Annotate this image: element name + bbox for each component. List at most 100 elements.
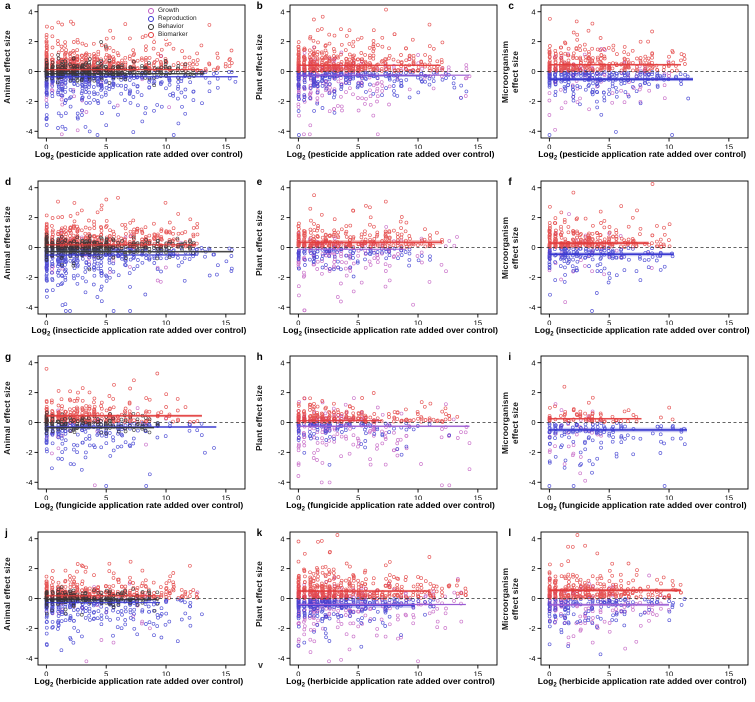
svg-text:15: 15: [222, 143, 230, 150]
svg-text:4: 4: [532, 183, 536, 192]
svg-text:-4: -4: [529, 302, 536, 311]
scatter-plot-a: -4 -2 0 2 4 0 5 10 15: [26, 4, 246, 150]
svg-text:10: 10: [162, 318, 170, 325]
panel-l: l Microorganism effect size -4 -2 0 2 4 0 5 10 1…: [500, 527, 755, 702]
svg-text:5: 5: [607, 318, 611, 325]
panel-j: j Animal effect size -4 -2 0 2 4 0 5 10 15 Log2 …: [0, 527, 252, 702]
svg-text:-2: -2: [529, 272, 536, 281]
svg-text:0: 0: [28, 67, 32, 76]
reproduction-marker-icon: [148, 16, 154, 22]
svg-text:5: 5: [356, 318, 360, 325]
svg-text:5: 5: [104, 318, 108, 325]
panel-label: h: [256, 352, 263, 363]
svg-text:10: 10: [665, 143, 673, 150]
x-axis-label: Log2 (pesticide application rate added o…: [538, 149, 747, 162]
svg-text:0: 0: [296, 318, 300, 325]
svg-text:15: 15: [725, 318, 733, 325]
svg-text:10: 10: [414, 143, 422, 150]
svg-text:5: 5: [104, 143, 108, 150]
legend: Growth Reproduction Behavior Biomarker: [148, 7, 197, 39]
svg-text:-2: -2: [26, 97, 33, 106]
svg-text:-4: -4: [529, 127, 536, 136]
y-axis-label: Plant effect size: [253, 34, 264, 100]
svg-text:0: 0: [296, 143, 300, 150]
panel-label: e: [256, 176, 263, 188]
svg-text:0: 0: [28, 243, 32, 252]
panel-b: b Plant effect size -4 -2 0 2 4 0 5 10 15 Log2 (…: [252, 0, 504, 176]
panel-label: f: [508, 176, 512, 188]
svg-text:10: 10: [414, 318, 422, 325]
svg-text:0: 0: [548, 318, 552, 325]
svg-text:-4: -4: [26, 302, 33, 311]
growth-marker-icon: [148, 8, 154, 14]
x-axis-label: Log2 (pesticide application rate added o…: [34, 149, 243, 162]
scatter-plot-f: -4 -2 0 2 4 0 5 10 15: [529, 180, 749, 325]
panel-label: b: [256, 1, 263, 12]
svg-text:0: 0: [532, 67, 536, 76]
x-axis-label: Log2 (insecticide application rate added…: [283, 324, 498, 338]
x-axis-label: Log2 (insecticide application rate added…: [31, 324, 247, 338]
stray-v-mark: v: [258, 660, 264, 670]
svg-text:-2: -2: [26, 272, 33, 281]
svg-text:-4: -4: [277, 127, 284, 136]
panel-e: e Plant effect size -4 -2 0 2 4 0 5 10 15 Log2 (…: [252, 176, 504, 352]
panel-c: c Microorganism effect size -4 -2 0 2 4 0 5 10 1…: [500, 0, 755, 176]
svg-text:0: 0: [532, 243, 536, 252]
svg-text:2: 2: [280, 213, 284, 222]
x-axis-label: Log2 (fungicide application rate added o…: [34, 500, 244, 513]
legend-entry-biomarker: Biomarker: [148, 31, 197, 39]
svg-text:5: 5: [607, 143, 611, 150]
y-axis-label: Animal effect size: [2, 381, 12, 455]
legend-entry-growth: Growth: [148, 7, 197, 15]
svg-text:2: 2: [532, 37, 536, 46]
svg-text:5: 5: [356, 143, 360, 150]
svg-text:0: 0: [548, 143, 552, 150]
svg-text:-2: -2: [277, 272, 284, 281]
panel-label: c: [508, 1, 514, 12]
y-axis-label: Plant effect size: [253, 209, 264, 276]
scatter-plot-e: -4 -2 0 2 4 0 5 10 15: [277, 180, 498, 325]
panel-a: a Animal effect size -4 -2 0 2 4 0 5 10 15 Log2 …: [0, 0, 252, 176]
panel-label: a: [5, 1, 11, 12]
behavior-marker-icon: [148, 24, 154, 30]
svg-text:4: 4: [532, 7, 536, 16]
svg-text:-4: -4: [26, 127, 33, 136]
panel-label: i: [508, 352, 512, 363]
y-axis-label: Plant effect size: [253, 560, 264, 627]
panel-k: k Plant effect size -4 -2 0 2 4 0 5 10 15 Log2 (…: [252, 527, 504, 702]
svg-text:15: 15: [473, 143, 481, 150]
svg-text:4: 4: [28, 183, 32, 192]
x-axis-label: Log2 (fungicide application rate added o…: [537, 500, 747, 513]
y-axis-label: Animal effect size: [2, 30, 12, 104]
legend-entry-behavior: Behavior: [148, 23, 197, 31]
biomarker-marker-icon: [148, 32, 154, 38]
svg-text:15: 15: [725, 143, 733, 150]
x-axis-label: Log2 (fungicide application rate added o…: [286, 500, 495, 513]
x-axis-label: Log2 (pesticide application rate added o…: [286, 149, 495, 162]
svg-text:0: 0: [280, 67, 284, 76]
svg-text:2: 2: [28, 213, 32, 222]
panel-h: h Plant effect size -4 -2 0 2 4 0 5 10 15 Log2 (…: [252, 351, 504, 527]
panel-i: i Microorganism effect size -4 -2 0 2 4 0 5 10 1…: [500, 351, 755, 527]
y-axis-label: Animal effect size: [2, 205, 12, 280]
x-axis-label: Log2 (herbicide application rate added o…: [34, 675, 244, 689]
x-axis-label: Log2 (herbicide application rate added o…: [286, 675, 495, 689]
y-axis-label: Animal effect size: [2, 556, 12, 631]
y-axis-label: Plant effect size: [253, 385, 264, 451]
panel-g: g Animal effect size -4 -2 0 2 4 0 5 10 15 Log2 …: [0, 351, 252, 527]
svg-text:-2: -2: [277, 97, 284, 106]
svg-text:10: 10: [665, 318, 673, 325]
svg-text:-2: -2: [529, 97, 536, 106]
scatter-plot-b: -4 -2 0 2 4 0 5 10 15: [277, 4, 498, 150]
panel-label: l: [508, 527, 512, 539]
svg-text:4: 4: [280, 183, 284, 192]
svg-text:2: 2: [28, 37, 32, 46]
x-axis-label: Log2 (insecticide application rate added…: [534, 324, 750, 338]
panel-label: d: [5, 176, 12, 188]
scatter-plot-d: -4 -2 0 2 4 0 5 10 15: [26, 180, 246, 325]
